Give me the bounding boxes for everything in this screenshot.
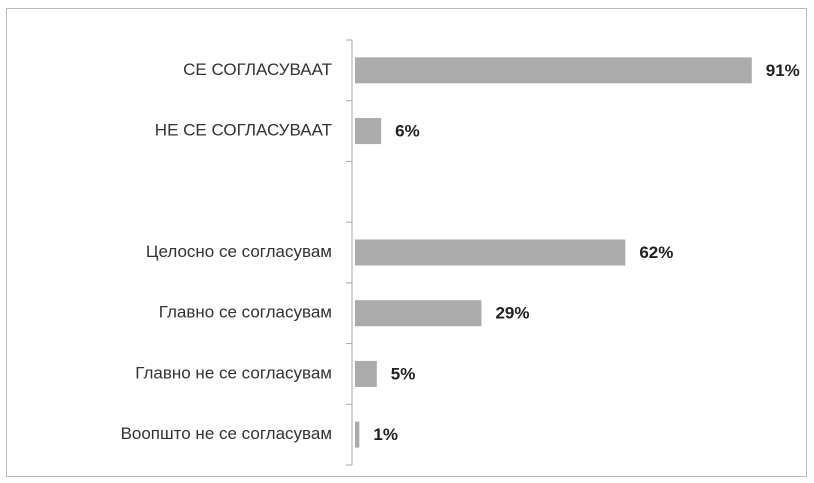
category-label: СЕ СОГЛАСУВААТ <box>183 60 332 79</box>
category-label: Целосно се согласувам <box>146 242 332 261</box>
value-label: 5% <box>391 364 416 383</box>
value-label: 6% <box>395 122 420 141</box>
category-label: НЕ СЕ СОГЛАСУВААТ <box>155 121 332 140</box>
category-label: Главно не се согласувам <box>135 363 332 382</box>
chart-frame <box>6 8 807 477</box>
bar <box>355 118 382 145</box>
bar <box>355 57 752 84</box>
category-label: Воопшто не се согласувам <box>121 424 332 443</box>
value-label: 91% <box>766 61 800 80</box>
value-label: 1% <box>373 425 398 444</box>
value-label: 29% <box>495 304 529 323</box>
bar <box>355 360 377 387</box>
category-label: Главно се согласувам <box>159 303 332 322</box>
value-label: 62% <box>639 243 673 262</box>
bar <box>355 239 626 266</box>
bar <box>355 300 482 327</box>
bar <box>355 421 360 448</box>
